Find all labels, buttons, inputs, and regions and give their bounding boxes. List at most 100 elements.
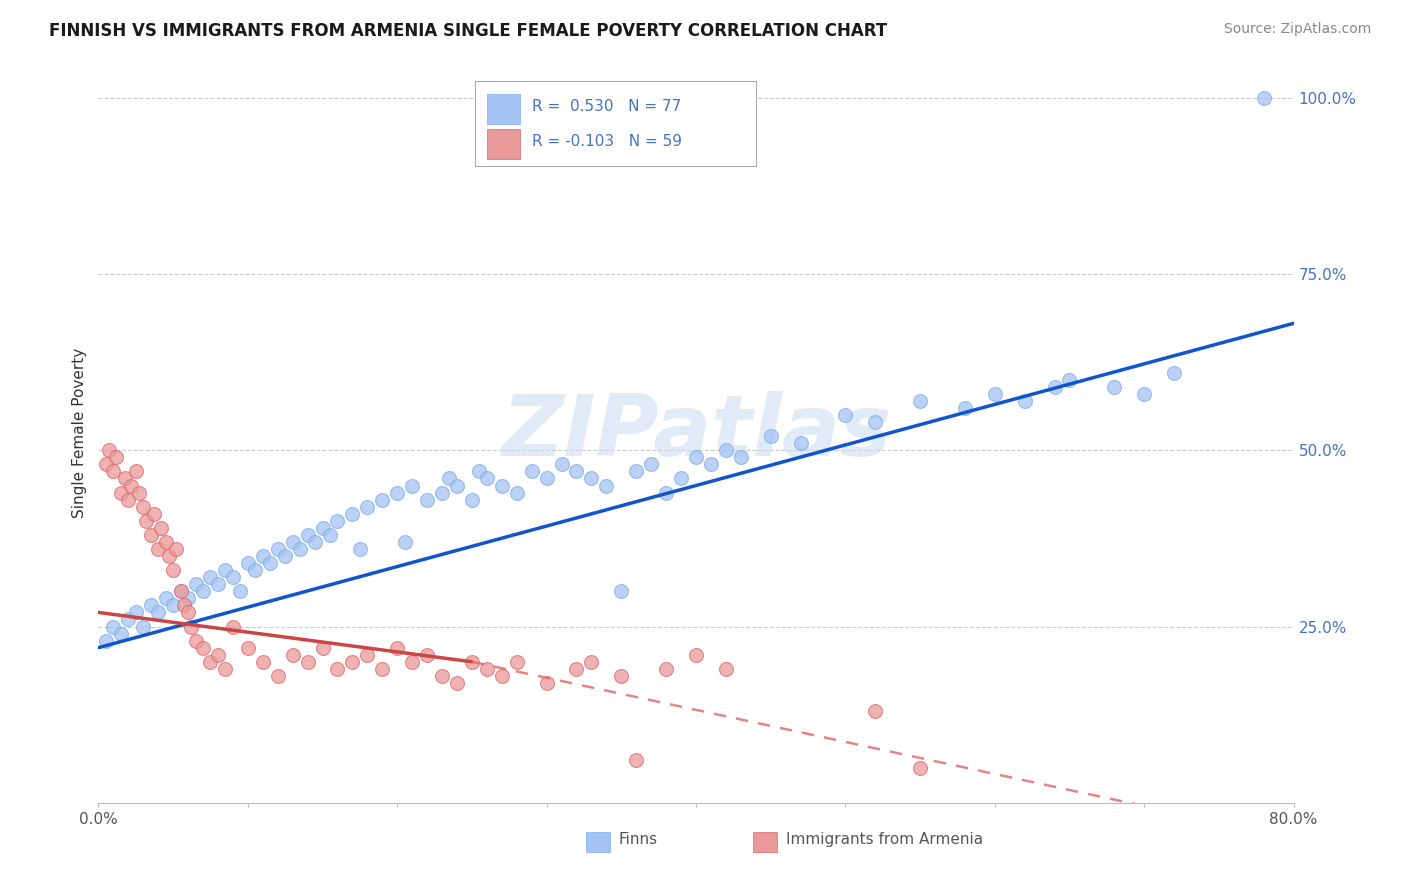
Point [536,676,558,690]
Point [536,471,558,485]
Point [610,669,633,683]
Point [506,655,529,669]
Point [304,535,326,549]
Point [385,640,409,655]
Point [865,415,887,429]
Point [475,471,498,485]
Point [385,485,409,500]
Point [117,492,139,507]
Point [252,655,274,669]
Point [655,485,678,500]
Point [297,528,319,542]
Point [640,458,662,472]
Point [200,655,222,669]
Point [491,669,513,683]
Point [550,458,572,472]
Point [491,478,513,492]
Point [342,655,364,669]
Point [1163,366,1185,380]
Point [103,619,125,633]
Point [236,556,259,570]
Point [595,478,617,492]
Point [461,655,484,669]
Point [356,648,378,662]
Point [1253,91,1275,105]
Point [565,464,588,478]
Point [214,563,236,577]
Point [142,507,165,521]
Point [207,648,229,662]
Point [120,478,142,492]
Point [520,464,543,478]
Point [169,584,191,599]
Point [110,626,132,640]
Point [191,640,214,655]
Point [759,429,782,443]
Point [125,464,148,478]
Point [281,535,304,549]
Text: Immigrants from Armenia: Immigrants from Armenia [786,832,983,847]
Point [184,633,207,648]
Point [1059,373,1081,387]
Point [180,619,202,633]
Point [416,648,439,662]
Point [139,528,162,542]
Point [162,563,184,577]
Point [110,485,132,500]
Point [506,485,529,500]
Point [669,471,692,485]
Point [475,662,498,676]
Point [236,640,259,655]
Point [610,584,633,599]
Point [700,458,723,472]
Point [430,669,453,683]
Point [714,443,737,458]
Point [162,599,184,613]
Point [468,464,491,478]
Point [319,528,342,542]
Point [1104,380,1126,394]
Point [200,570,222,584]
Point [177,591,200,606]
Point [655,662,678,676]
Point [626,464,648,478]
Point [165,541,187,556]
Point [626,754,648,768]
Point [191,584,214,599]
Point [908,393,931,408]
Point [1014,393,1036,408]
Point [446,478,468,492]
Point [430,485,453,500]
Point [155,591,177,606]
Text: R = -0.103   N = 59: R = -0.103 N = 59 [533,134,682,149]
Text: FINNISH VS IMMIGRANTS FROM ARMENIA SINGLE FEMALE POVERTY CORRELATION CHART: FINNISH VS IMMIGRANTS FROM ARMENIA SINGL… [49,22,887,40]
Point [461,492,484,507]
Bar [486,95,520,124]
Point [222,570,245,584]
Point [117,612,139,626]
Point [865,704,887,718]
Point [834,408,856,422]
Point [401,655,423,669]
Point [714,662,737,676]
Point [401,478,423,492]
Point [581,655,603,669]
Point [148,606,170,620]
Point [439,471,461,485]
Point [288,541,311,556]
Point [685,648,707,662]
Point [114,471,136,485]
Bar [486,129,520,159]
Point [311,640,333,655]
Point [326,662,349,676]
Point [342,507,364,521]
Point [132,500,155,514]
Point [349,541,371,556]
Text: ZIPatlas: ZIPatlas [501,391,891,475]
Bar [754,831,778,853]
Point [908,760,931,774]
Point [252,549,274,563]
Point [177,606,200,620]
Point [311,521,333,535]
Point [222,619,245,633]
